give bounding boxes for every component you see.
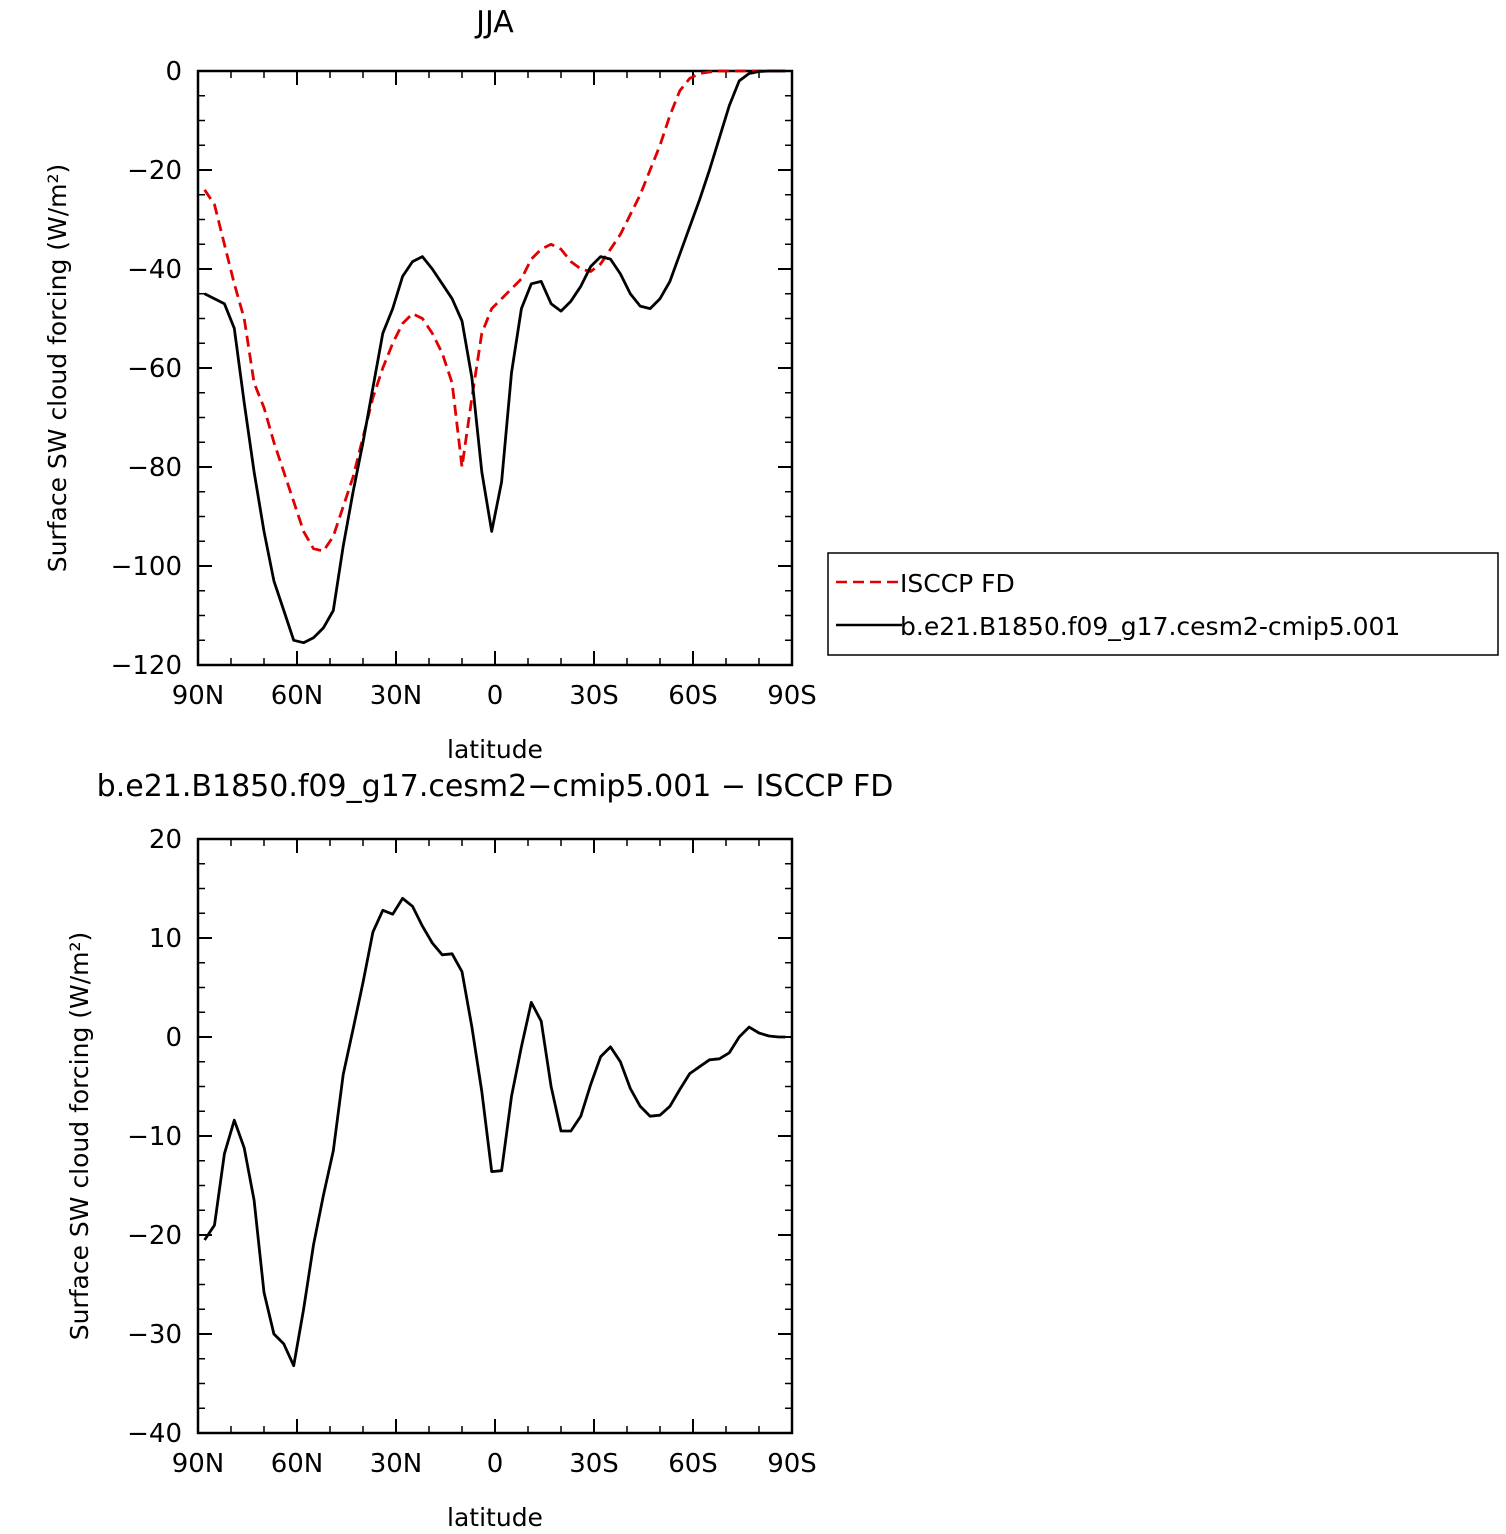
x-tick-label: 60N xyxy=(271,681,324,711)
x-tick-label: 30N xyxy=(370,681,423,711)
chart-bottom-difference: b.e21.B1850.f09_g17.cesm2−cmip5.001 − IS… xyxy=(65,769,893,1532)
plot-frame xyxy=(196,69,794,667)
y-tick-label: 0 xyxy=(165,57,182,87)
y-axis-label: Surface SW cloud forcing (W/m²) xyxy=(43,164,72,573)
x-axis-label: latitude xyxy=(447,735,543,764)
y-tick-label: 20 xyxy=(149,825,182,855)
x-tick-label: 60S xyxy=(668,1449,718,1479)
x-tick-label: 30N xyxy=(370,1449,423,1479)
y-tick-label: −100 xyxy=(111,552,182,582)
chart-top-jja: JJA 90N 60N 30N 0 30S 60S 90S 0 −20 −40 −60 −80 −100 −… xyxy=(43,5,817,764)
y-tick-label: −30 xyxy=(127,1320,182,1350)
y-tick-label: −80 xyxy=(127,453,182,483)
series-line-b-e21-b1850-f09-g17-cesm2-cmip5-001 xyxy=(203,69,786,645)
y-tick-label: −60 xyxy=(127,354,182,384)
x-tick-label: 30S xyxy=(569,1449,619,1479)
legend-label-isccp-fd: ISCCP FD xyxy=(900,569,1015,598)
legend: ISCCP FD b.e21.B1850.f09_g17.cesm2-cmip5… xyxy=(827,552,1499,656)
chart-title: b.e21.B1850.f09_g17.cesm2−cmip5.001 − IS… xyxy=(97,769,894,804)
y-tick-label: 10 xyxy=(149,924,182,954)
legend-label-cesm2: b.e21.B1850.f09_g17.cesm2-cmip5.001 xyxy=(900,612,1400,641)
x-tick-label: 60S xyxy=(668,681,718,711)
x-tick-label: 90N xyxy=(172,1449,225,1479)
y-tick-label: −40 xyxy=(127,255,182,285)
y-tick-label: −10 xyxy=(127,1122,182,1152)
series-line-isccp-fd xyxy=(203,69,786,553)
y-tick-label: −20 xyxy=(127,156,182,186)
plot-frame xyxy=(196,837,794,1435)
y-tick-label: 0 xyxy=(165,1023,182,1053)
x-tick-label: 30S xyxy=(569,681,619,711)
x-tick-label: 90S xyxy=(767,681,817,711)
x-tick-label: 0 xyxy=(487,681,504,711)
x-axis-label: latitude xyxy=(447,1503,543,1532)
x-tick-label: 60N xyxy=(271,1449,324,1479)
x-tick-label: 90S xyxy=(767,1449,817,1479)
y-tick-label: −20 xyxy=(127,1221,182,1251)
y-tick-label: −40 xyxy=(127,1419,182,1449)
x-tick-label: 0 xyxy=(487,1449,504,1479)
x-tick-label: 90N xyxy=(172,681,225,711)
legend-box xyxy=(827,552,1499,656)
y-axis-label: Surface SW cloud forcing (W/m²) xyxy=(65,932,94,1341)
y-tick-label: −120 xyxy=(111,651,182,681)
series-line-difference xyxy=(203,897,786,1368)
chart-title: JJA xyxy=(474,5,514,40)
